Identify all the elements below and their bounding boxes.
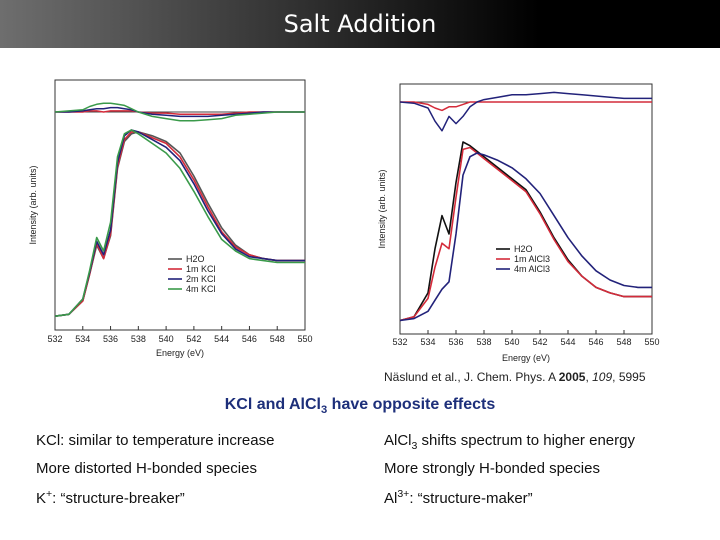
chart-1-ylabel: Intensity (arb. units) xyxy=(28,165,38,244)
right-point-1-post: shifts spectrum to higher energy xyxy=(417,432,635,449)
right-point-1-pre: AlCl xyxy=(384,432,412,449)
chart-1-xtick-label: 550 xyxy=(297,334,312,344)
citation-year: 2005 xyxy=(558,370,586,384)
right-point-3-post: : “structure-maker” xyxy=(409,490,533,507)
left-point-3-post: : “structure-breaker” xyxy=(52,490,185,507)
chart-2-xtick-label: 546 xyxy=(588,337,603,347)
headline-pre: KCl and AlCl xyxy=(224,396,321,413)
right-point-3: Al3+: “structure-maker” xyxy=(384,488,533,507)
left-point-3-sup: + xyxy=(46,488,53,500)
chart-1-xlabel: Energy (eV) xyxy=(156,348,204,358)
chart-2-xlabel: Energy (eV) xyxy=(502,353,550,363)
citation-volume: 109 xyxy=(592,370,613,384)
chart-2-difference-line-1m-alcl3 xyxy=(400,101,652,112)
chart-2-series-line-4m-alcl3 xyxy=(399,152,652,322)
chart-1-xtick-label: 548 xyxy=(270,334,285,344)
citation: Näslund et al., J. Chem. Phys. A 2005, 1… xyxy=(384,370,646,384)
right-point-3-pre: Al xyxy=(384,490,398,507)
citation-authors: Näslund et al., J. Chem. Phys. A xyxy=(384,370,559,384)
headline-sub: 3 xyxy=(321,404,328,417)
slide-title: Salt Addition xyxy=(283,10,437,38)
chart-1-difference-line-2m-kcl xyxy=(55,106,305,118)
chart-2-frame xyxy=(399,83,653,335)
chart-2-legend-label: 1m AlCl3 xyxy=(514,254,550,264)
right-point-2-text: More strongly H-bonded species xyxy=(384,460,600,477)
headline: KCl and AlCl3 have opposite effects xyxy=(0,396,720,416)
citation-page: 5995 xyxy=(618,370,646,384)
chart-1-xtick-label: 538 xyxy=(131,334,146,344)
chart-2-xtick-label: 536 xyxy=(448,337,463,347)
chart-1-series-line-4m-kcl xyxy=(54,129,305,317)
chart-2-ylabel: Intensity (arb. units) xyxy=(377,169,387,248)
chart-1-legend-label: H2O xyxy=(186,254,205,264)
chart-2-series-line-1m-alcl3 xyxy=(399,146,652,322)
chart-2-xtick-label: 550 xyxy=(644,337,659,347)
left-point-1: KCl: similar to temperature increase xyxy=(36,432,274,449)
chart-2-xtick-label: 542 xyxy=(532,337,547,347)
left-point-1-text: KCl: similar to temperature increase xyxy=(36,432,275,449)
chart-2-xtick-label: 534 xyxy=(420,337,435,347)
left-point-2: More distorted H-bonded species xyxy=(36,460,257,477)
chart-2-difference-line-4m-alcl3 xyxy=(399,91,652,132)
left-point-3-pre: K xyxy=(36,490,47,507)
right-point-1: AlCl3 shifts spectrum to higher energy xyxy=(384,432,635,452)
right-point-3-sup: 3+ xyxy=(397,488,410,500)
chart-2-xtick-label: 532 xyxy=(392,337,407,347)
left-point-2-text: More distorted H-bonded species xyxy=(36,460,257,477)
chart-1-xtick-label: 534 xyxy=(75,334,90,344)
chart-2-legend-label: 4m AlCl3 xyxy=(514,264,550,274)
headline-post: have opposite effects xyxy=(327,396,496,413)
chart-1-xtick-label: 536 xyxy=(103,334,118,344)
chart-1-xtick-label: 542 xyxy=(186,334,201,344)
right-point-2: More strongly H-bonded species xyxy=(384,460,600,477)
chart-2-xtick-label: 548 xyxy=(616,337,631,347)
title-bar: Salt Addition xyxy=(0,0,720,48)
chart-1-xtick-label: 532 xyxy=(47,334,62,344)
chart-1-difference-line-4m-kcl xyxy=(54,102,305,122)
chart-1-legend-label: 1m KCl xyxy=(186,264,216,274)
chart-1-frame xyxy=(54,79,306,331)
chart-1-legend-label: 4m KCl xyxy=(186,284,216,294)
chart-1-xtick-label: 540 xyxy=(159,334,174,344)
chart-2-xtick-label: 538 xyxy=(476,337,491,347)
chart-2-legend-label: H2O xyxy=(514,244,533,254)
chart-1-xtick-label: 544 xyxy=(214,334,229,344)
chart-1-legend-label: 2m KCl xyxy=(186,274,216,284)
chart-1-xtick-label: 546 xyxy=(242,334,257,344)
right-point-1-sub: 3 xyxy=(411,440,418,452)
left-point-3: K+: “structure-breaker” xyxy=(36,488,185,507)
chart-2-xtick-label: 544 xyxy=(560,337,575,347)
chart-2-xtick-label: 540 xyxy=(504,337,519,347)
